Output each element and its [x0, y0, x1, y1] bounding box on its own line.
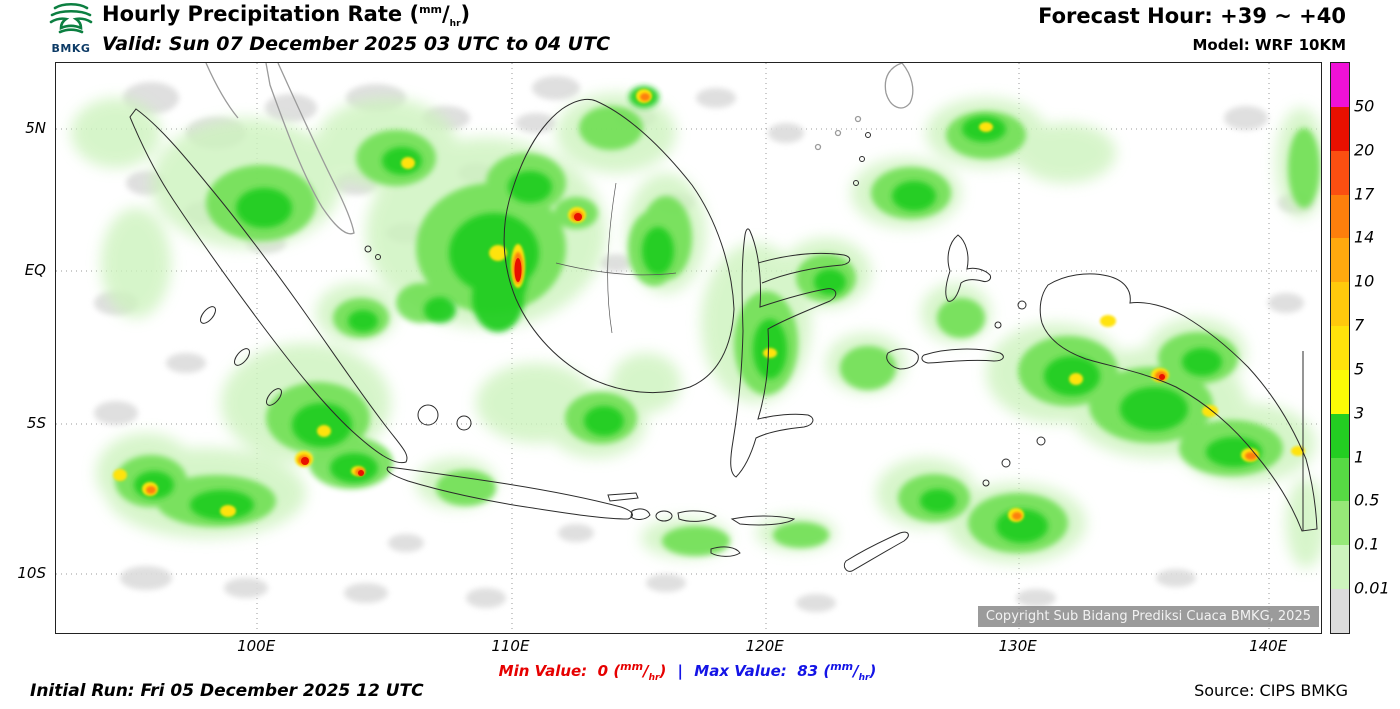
precip-red-layer [301, 213, 1165, 476]
legend-color-segment [1331, 589, 1349, 633]
legend-color-segment [1331, 326, 1349, 370]
legend-color-segment [1331, 238, 1349, 283]
legend-color-segment [1331, 63, 1349, 107]
valid-time-label: Valid: Sun 07 December 2025 03 UTC to 04… [102, 33, 611, 56]
precipitation-map: Copyright Sub Bidang Prediksi Cuaca BMKG… [55, 62, 1322, 634]
legend-label: 20 [1354, 140, 1375, 160]
legend-color-segment [1331, 457, 1349, 502]
model-label: Model: WRF 10KM [1192, 36, 1347, 54]
legend-label: 1 [1354, 447, 1365, 467]
lat-label: EQ [24, 261, 46, 280]
legend-color-segment [1331, 501, 1349, 546]
legend-label: 0.1 [1354, 534, 1380, 554]
legend-color-segment [1331, 545, 1349, 590]
legend-label: 3 [1354, 403, 1365, 423]
legend-label: 10 [1354, 271, 1375, 291]
legend-label: 14 [1354, 227, 1375, 247]
copyright-label: Copyright Sub Bidang Prediksi Cuaca BMKG… [977, 606, 1319, 627]
legend-label: 7 [1354, 315, 1365, 335]
source-label: Source: CIPS BMKG [1194, 681, 1348, 700]
header: BMKG Hourly Precipitation Rate (mm/hr) V… [0, 0, 1400, 60]
min-value-label: Min Value: 0 (mm/hr) [498, 660, 667, 683]
lon-label: 130E [998, 637, 1037, 655]
max-value: 83 [797, 662, 819, 680]
longitude-axis: 100E 110E 120E 130E 140E [55, 637, 1320, 657]
color-scale-labels: 50 20 17 14 10 7 5 3 1 0.5 0.1 0.01 [1354, 62, 1398, 632]
legend-color-segment [1331, 194, 1349, 239]
legend-label: 0.5 [1354, 490, 1380, 510]
lon-label: 110E [491, 637, 530, 655]
foreign-coastlines [205, 63, 914, 235]
lat-label: 10S [17, 563, 46, 582]
bmkg-logo: BMKG [46, 2, 96, 58]
minmax-line: Min Value: 0 (mm/hr) | Max Value: 83 (mm… [55, 660, 1320, 683]
lon-label: 120E [745, 637, 784, 655]
forecast-hour-label: Forecast Hour: +39 ~ +40 [1038, 4, 1346, 28]
lat-label: 5N [25, 119, 46, 138]
precip-moderate-layer [115, 106, 1320, 556]
initial-run-label: Initial Run: Fri 05 December 2025 12 UTC [30, 681, 424, 701]
bmkg-logo-text: BMKG [51, 42, 91, 55]
legend-label: 5 [1354, 359, 1365, 379]
page-title: Hourly Precipitation Rate (mm/hr) [102, 2, 471, 30]
bmkg-logo-icon [49, 2, 93, 34]
header-right: Forecast Hour: +39 ~ +40 Model: WRF 10KM [1038, 4, 1346, 54]
legend-color-segment [1331, 282, 1349, 327]
bottom-row: Initial Run: Fri 05 December 2025 12 UTC… [30, 681, 1348, 701]
indonesia-coastlines [129, 98, 1318, 572]
map-image [56, 63, 1321, 633]
lon-label: 100E [237, 637, 276, 655]
max-value-label: Max Value: 83 (mm/hr) [694, 660, 877, 683]
latitude-axis: 5N EQ 5S 10S [6, 62, 50, 632]
color-scale-bar [1330, 62, 1350, 634]
minmax-separator: | [677, 662, 684, 680]
legend-color-segment [1331, 150, 1349, 195]
legend-label: 0.01 [1354, 578, 1390, 598]
legend-color-segment [1331, 369, 1349, 414]
legend-color-segment [1331, 106, 1349, 151]
legend-label: 50 [1354, 96, 1375, 116]
min-value: 0 [597, 662, 609, 680]
legend-label: 17 [1354, 184, 1375, 204]
legend-color-segment [1331, 413, 1349, 458]
lat-label: 5S [26, 413, 46, 432]
precip-heavy-layer [134, 86, 1262, 543]
title-block: Hourly Precipitation Rate (mm/hr) Valid:… [102, 2, 610, 55]
lon-label: 140E [1249, 637, 1288, 655]
